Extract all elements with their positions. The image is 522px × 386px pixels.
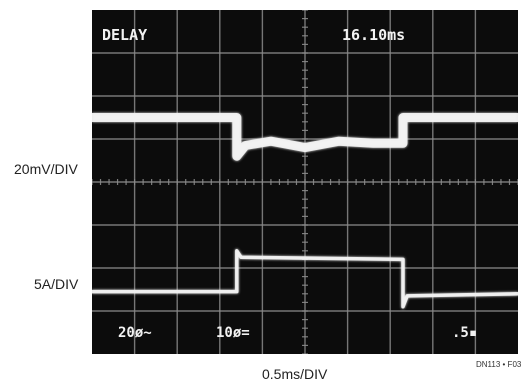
traces xyxy=(92,113,518,309)
trace-series-2 xyxy=(92,249,518,309)
delay-time-readout: 16.10ms xyxy=(342,26,405,44)
graticule xyxy=(92,10,518,354)
mode-readout: DELAY xyxy=(102,26,147,44)
channel-2-scale-label: 5A/DIV xyxy=(34,276,79,292)
ch1-setting-readout: 20ø~ xyxy=(118,325,152,341)
oscilloscope-screen: DELAY 16.10ms 20ø~ 10ø= .5▪ xyxy=(92,10,518,354)
trace-series-1 xyxy=(92,113,518,161)
channel-1-scale-label: 20mV/DIV xyxy=(14,161,78,177)
ch2-setting-readout: 10ø= xyxy=(216,325,250,341)
x-axis-label: 0.5ms/DIV xyxy=(262,366,328,382)
figure-reference: DN113 • F03 xyxy=(476,360,522,369)
timebase-readout: .5▪ xyxy=(452,325,477,341)
